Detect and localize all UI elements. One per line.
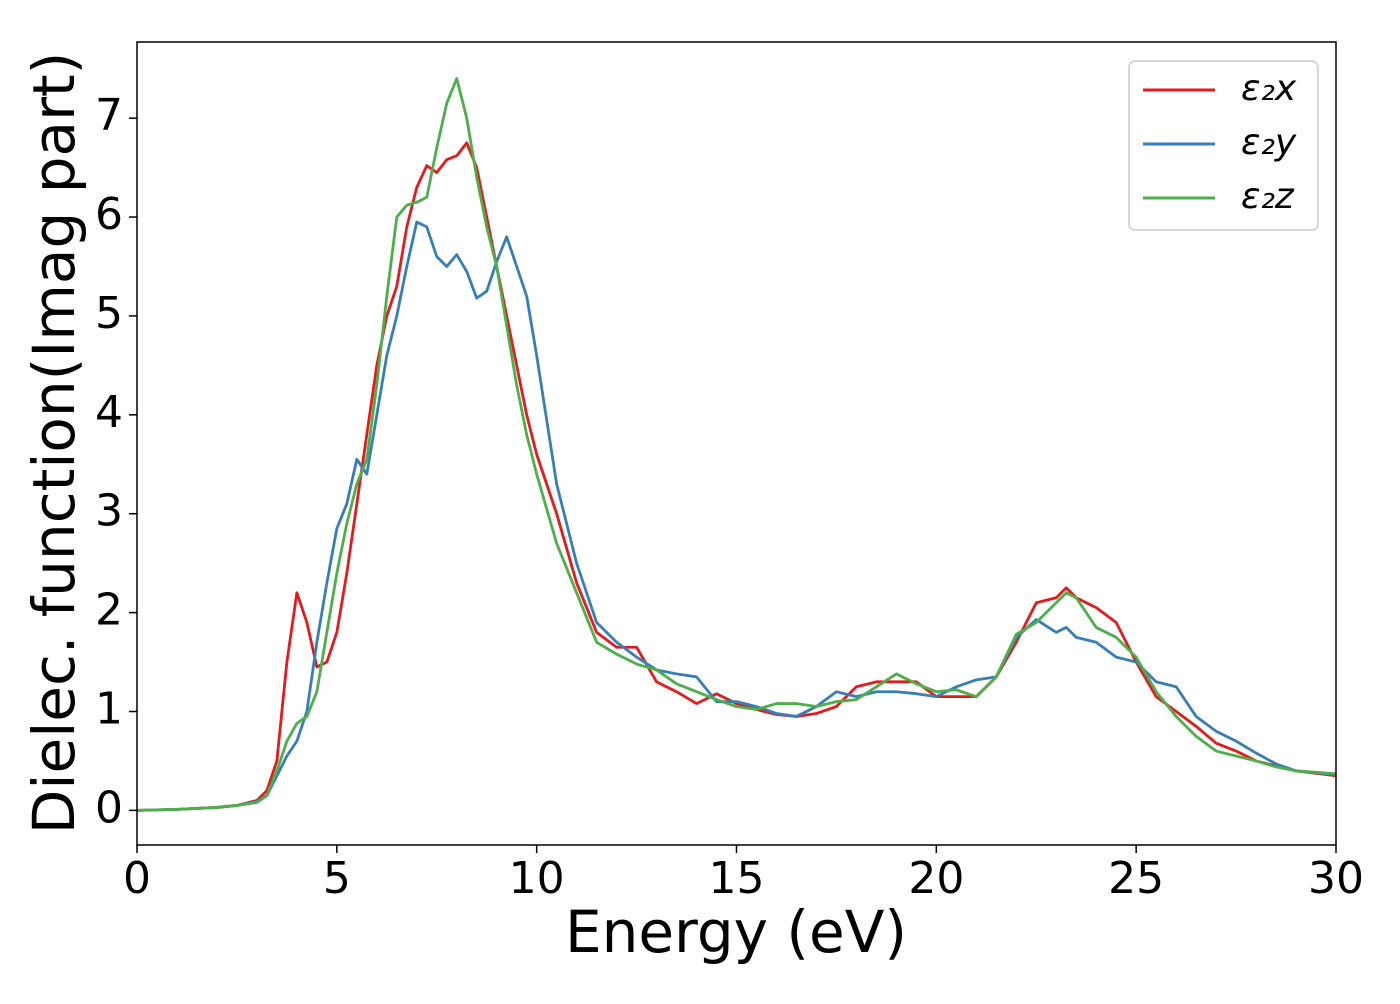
y-tick-label: 5 (95, 288, 123, 339)
x-tick-label: 30 (1308, 853, 1364, 904)
legend-box (1128, 60, 1319, 231)
x-tick-label: 0 (123, 853, 151, 904)
y-tick-label: 4 (95, 387, 123, 438)
legend-label: ε₂z (1241, 176, 1295, 217)
x-tick-label: 25 (1108, 853, 1164, 904)
y-axis-label: Dielec. function(Imag part) (20, 52, 88, 835)
x-axis-label: Energy (eV) (565, 898, 907, 966)
y-tick-label: 0 (95, 782, 123, 833)
line (137, 141, 1336, 812)
x-tick-label: 20 (908, 853, 964, 904)
y-tick-label: 6 (95, 189, 123, 240)
y-tick-label: 2 (95, 585, 123, 636)
x-tick-label: 15 (709, 853, 765, 904)
legend-label: ε₂y (1241, 122, 1297, 163)
y-tick-label: 3 (95, 486, 123, 537)
plot-frame (136, 41, 1337, 846)
legend-label: ε₂x (1241, 68, 1297, 109)
line (137, 220, 1336, 812)
y-tick-label: 7 (95, 90, 123, 141)
y-tick-label: 1 (95, 683, 123, 734)
x-tick-label: 5 (323, 853, 351, 904)
x-tick-label: 10 (509, 853, 565, 904)
line (137, 77, 1336, 812)
